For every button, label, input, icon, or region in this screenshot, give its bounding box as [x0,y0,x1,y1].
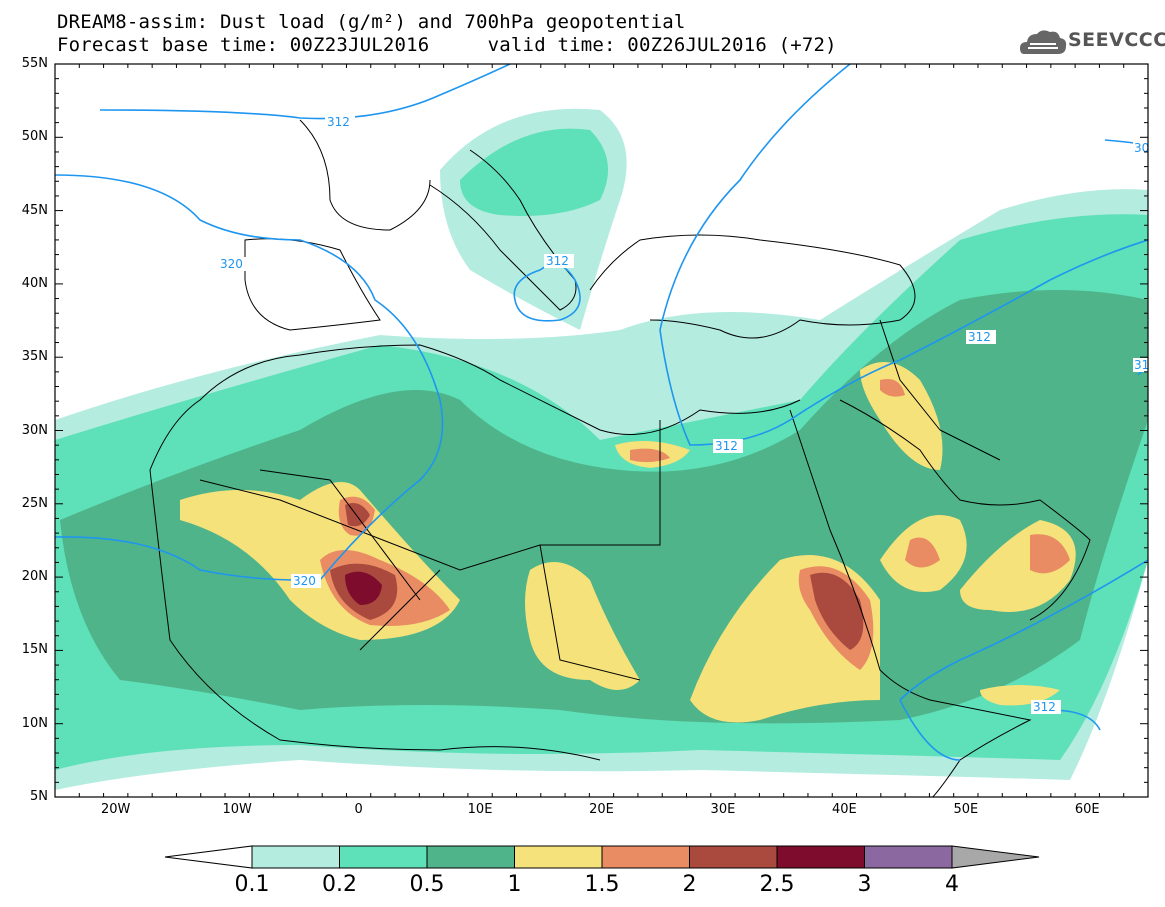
latitude-label: 10N [21,715,48,731]
latitude-label: 50N [21,129,48,145]
contour-label: 312 [327,115,350,129]
colorbar-level-label: 0.5 [409,872,445,897]
latitude-label: 45N [21,202,48,218]
colorbar-level-label: 3 [857,872,872,897]
cloud-logo-icon [1020,30,1067,54]
latitude-label: 15N [21,642,48,658]
longitude-label: 20E [589,802,614,817]
longitude-label: 20W [101,802,131,817]
colorbar-level-label: 2 [682,872,697,897]
latitude-label: 20N [21,569,48,585]
contour-label: 31 [1134,358,1149,372]
longitude-label: 10W [222,802,252,817]
colorbar-level-label: 1.5 [584,872,620,897]
colorbar-level-label: 1 [507,872,522,897]
map-title-line2: Forecast base time: 00Z23JUL2016 valid t… [57,34,837,56]
dust-load-field [55,108,1148,790]
latitude-label: 5N [30,789,48,804]
contour-label: 312 [1033,700,1056,714]
colorbar-level-label: 0.1 [234,872,270,897]
dust-load-map: 312 320 312 312 320 312 312 30 31 [54,63,1149,798]
latitude-label: 35N [21,349,48,365]
contour-label: 320 [220,257,243,271]
coastlines [149,119,1091,797]
longitude-label: 40E [831,802,857,817]
longitude-label: 30E [710,802,736,817]
latitude-label: 40N [21,275,48,291]
map-title-line1: DREAM8-assim: Dust load (g/m²) and 700hP… [57,11,686,33]
longitude-label: 50E [953,802,979,817]
contour-label: 312 [968,330,991,344]
latitude-label: 55N [21,56,48,71]
contour-label: 30 [1134,141,1149,155]
axis-ticks [54,63,1149,798]
longitude-label: 0 [354,802,363,817]
contour-label: 312 [546,254,569,268]
latitude-label: 25N [21,495,48,511]
contour-label: 320 [293,574,316,588]
colorbar-level-label: 0.2 [322,872,357,897]
colorbar-level-label: 4 [945,872,959,897]
longitude-label: 60E [1074,802,1100,817]
seevccc-logo-text: SEEVCCC [1068,29,1165,51]
latitude-label: 30N [21,422,48,438]
longitude-label: 10E [467,802,493,817]
contour-label: 312 [715,439,738,453]
colorbar-level-label: 2.5 [759,872,795,897]
